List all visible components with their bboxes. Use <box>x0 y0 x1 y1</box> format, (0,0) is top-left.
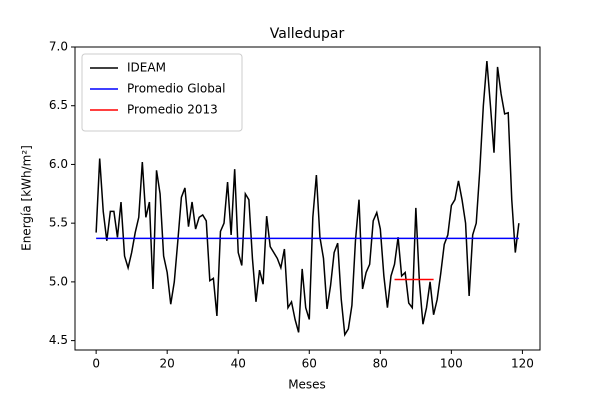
x-tick-label: 40 <box>231 357 246 371</box>
legend-box <box>81 53 243 132</box>
y-tick-label: 5.0 <box>49 274 68 288</box>
x-tick-label: 0 <box>92 357 100 371</box>
legend-label: Promedio Global <box>127 82 226 96</box>
x-tick-label: 80 <box>373 357 388 371</box>
y-tick-label: 6.0 <box>49 157 68 171</box>
x-axis-label: Meses <box>288 378 326 392</box>
y-tick-label: 6.5 <box>49 98 68 112</box>
x-tick-label: 60 <box>302 357 317 371</box>
y-tick-label: 5.5 <box>49 216 68 230</box>
x-tick-label: 20 <box>160 357 175 371</box>
plot-frame <box>74 46 541 351</box>
y-tick-label: 4.5 <box>49 333 68 347</box>
y-tick-label: 7.0 <box>49 40 68 54</box>
legend-label: Promedio 2013 <box>127 103 218 117</box>
x-tick-label: 100 <box>440 357 463 371</box>
chart-title: Valledupar <box>270 26 345 42</box>
y-axis-label: Energía [kWh/m²] <box>20 145 34 251</box>
series-line <box>95 61 520 338</box>
x-tick-label: 120 <box>511 357 534 371</box>
legend-label: IDEAM <box>127 61 166 75</box>
